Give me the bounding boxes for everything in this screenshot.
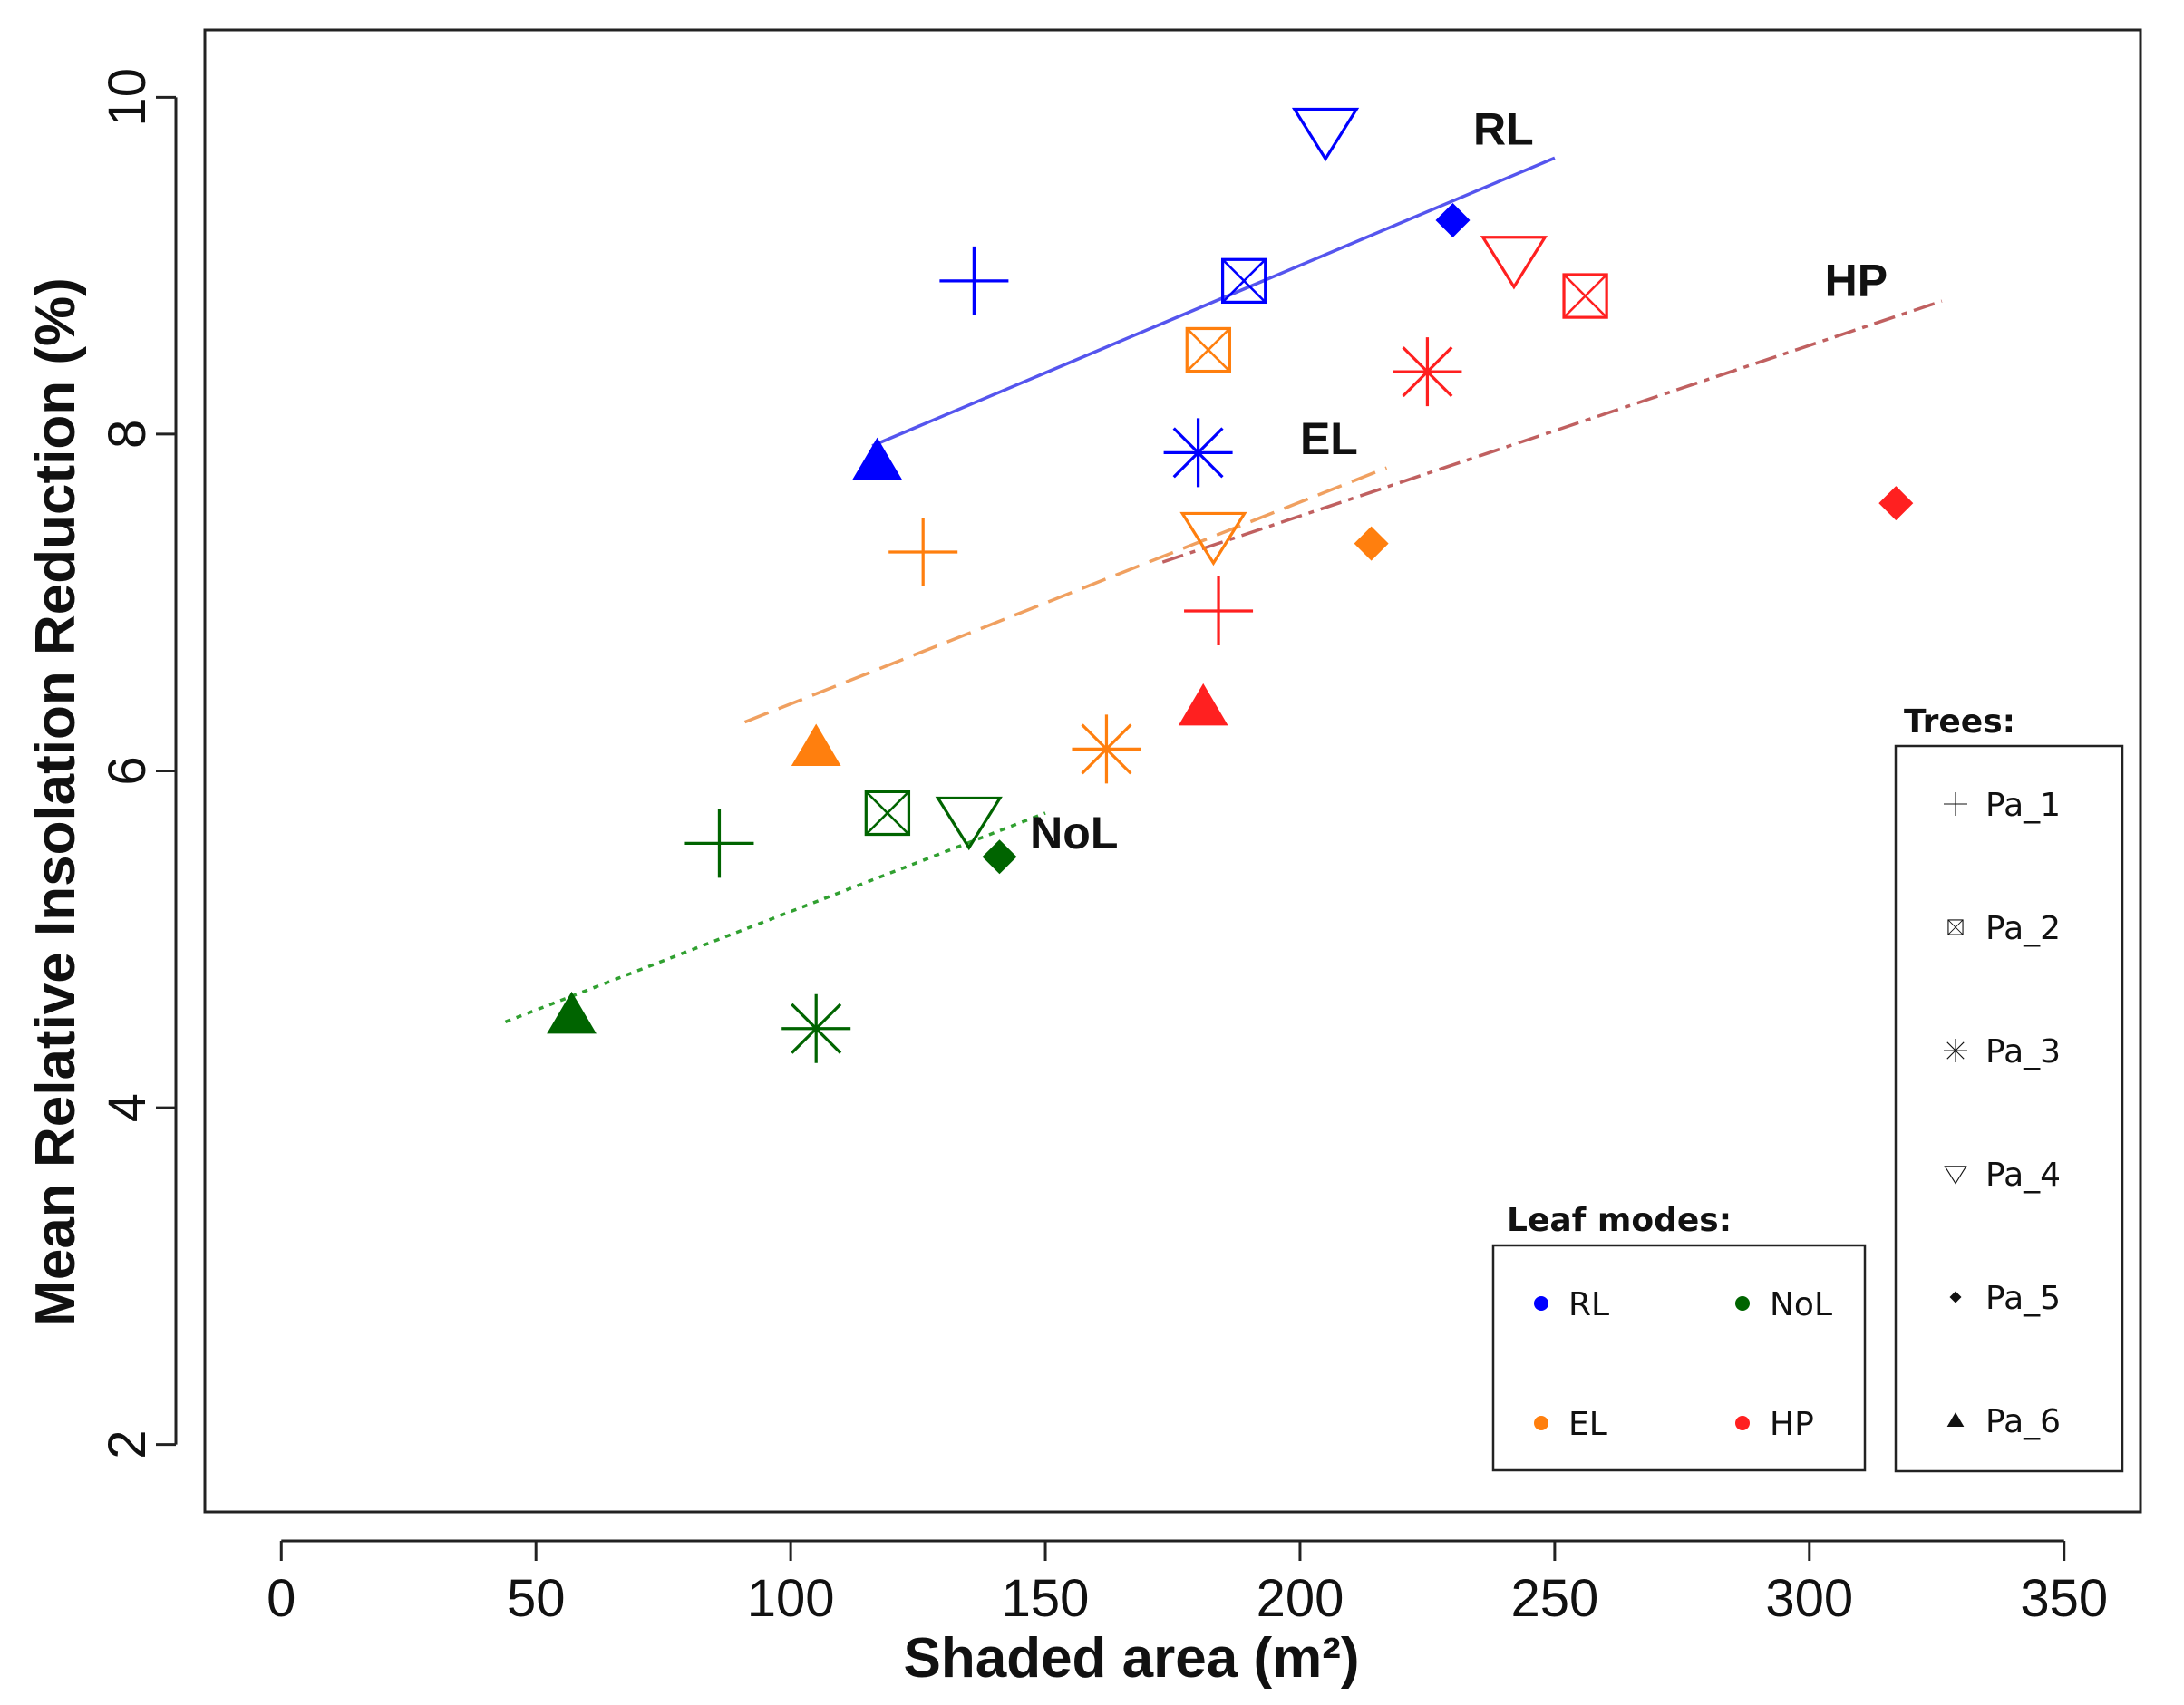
legend-dot bbox=[1735, 1296, 1750, 1311]
legend-symbol bbox=[1944, 1166, 1967, 1185]
legend-dot bbox=[1534, 1296, 1548, 1311]
point-hp-pa_3 bbox=[1393, 337, 1462, 407]
legend-label: Pa_5 bbox=[1985, 1280, 2061, 1317]
point-rl-pa_6 bbox=[852, 437, 902, 480]
legend-item-pa_2: Pa_2 bbox=[1947, 910, 2061, 947]
fit-line-hp bbox=[1161, 299, 1943, 564]
point-rl-pa_3 bbox=[1163, 418, 1233, 488]
legend-item-pa_3: Pa_3 bbox=[1944, 1033, 2061, 1070]
fit-annotations: RL HP EL NoL bbox=[1030, 103, 1888, 858]
point-rl-pa_4 bbox=[1291, 107, 1360, 162]
point-el-pa_6 bbox=[791, 723, 841, 767]
legend-dot bbox=[1735, 1416, 1750, 1430]
x-tick-label: 300 bbox=[1765, 1569, 1853, 1628]
point-hp-pa_6 bbox=[1178, 683, 1228, 726]
y-tick-label: 2 bbox=[98, 1430, 157, 1459]
x-tick-label: 250 bbox=[1510, 1569, 1598, 1628]
point-rl-pa_1 bbox=[939, 246, 1009, 315]
legend-label: EL bbox=[1568, 1406, 1607, 1443]
y-tick-label: 4 bbox=[98, 1093, 157, 1122]
x-tick-label: 50 bbox=[507, 1569, 566, 1628]
legend-label: HP bbox=[1770, 1406, 1814, 1443]
fit-line-nol bbox=[504, 811, 1046, 1023]
point-hp-pa_5 bbox=[1878, 486, 1914, 521]
legend-trees-title: Trees: bbox=[1904, 703, 2015, 741]
legend-label: Pa_6 bbox=[1985, 1403, 2061, 1440]
point-nol-pa_5 bbox=[982, 839, 1017, 875]
point-nol-pa_2 bbox=[864, 790, 911, 837]
legend-item-pa_1: Pa_1 bbox=[1944, 787, 2061, 824]
legend-symbol bbox=[1946, 1412, 1965, 1428]
point-rl-pa_5 bbox=[1435, 202, 1471, 237]
x-axis: 0 50 100 150 200 250 300 350 bbox=[267, 1539, 2108, 1628]
legend-symbol bbox=[1949, 1291, 1962, 1303]
point-hp-pa_1 bbox=[1184, 576, 1254, 645]
point-nol-pa_1 bbox=[684, 809, 754, 878]
legend-item-hp: HP bbox=[1735, 1406, 1814, 1443]
legend-symbol bbox=[1944, 1039, 1967, 1062]
legend-leaf-modes-title: Leaf modes: bbox=[1507, 1202, 1732, 1239]
legend-item-pa_6: Pa_6 bbox=[1946, 1403, 2061, 1440]
point-el-pa_1 bbox=[888, 517, 958, 586]
point-hp-pa_4 bbox=[1480, 236, 1548, 290]
y-tick-label: 8 bbox=[98, 420, 157, 449]
x-tick-label: 350 bbox=[2020, 1569, 2108, 1628]
fit-lines bbox=[504, 156, 1943, 1023]
data-points bbox=[547, 107, 1914, 1063]
legend-trees: Trees: Pa_1 Pa_2 Pa_3 Pa_4 Pa_5 Pa_6 bbox=[1894, 703, 2124, 1473]
point-el-pa_5 bbox=[1354, 526, 1389, 561]
annotation-el: EL bbox=[1300, 413, 1358, 464]
y-tick-label: 10 bbox=[98, 68, 157, 127]
x-tick-label: 0 bbox=[267, 1569, 296, 1628]
point-rl-pa_2 bbox=[1220, 257, 1267, 305]
legend-leaf-modes: Leaf modes: RL NoL EL HP bbox=[1491, 1202, 1867, 1472]
fit-line-rl bbox=[871, 156, 1556, 448]
legend-label: Pa_4 bbox=[1985, 1157, 2061, 1194]
fit-line-el bbox=[743, 466, 1388, 724]
legend-item-nol: NoL bbox=[1735, 1286, 1832, 1323]
legend-symbol bbox=[1947, 919, 1964, 935]
x-tick-label: 150 bbox=[1002, 1569, 1090, 1628]
x-tick-label: 100 bbox=[747, 1569, 835, 1628]
legend-label: Pa_3 bbox=[1985, 1033, 2061, 1070]
legend-item-pa_4: Pa_4 bbox=[1944, 1157, 2061, 1194]
point-el-pa_3 bbox=[1072, 714, 1141, 784]
annotation-rl: RL bbox=[1473, 103, 1534, 154]
legend-item-el: EL bbox=[1534, 1406, 1607, 1443]
y-tick-label: 6 bbox=[98, 756, 157, 785]
legend-label: Pa_2 bbox=[1985, 910, 2061, 947]
y-axis-title: Mean Relative Insolation Reduction (%) bbox=[24, 277, 87, 1326]
annotation-hp: HP bbox=[1825, 256, 1888, 306]
point-nol-pa_3 bbox=[781, 993, 851, 1063]
legend-label: RL bbox=[1568, 1286, 1609, 1323]
point-el-pa_2 bbox=[1185, 326, 1232, 373]
legend-item-rl: RL bbox=[1534, 1286, 1609, 1323]
legend-leaf-modes-box bbox=[1491, 1244, 1867, 1472]
point-nol-pa_4 bbox=[935, 796, 1003, 851]
legend-item-pa_5: Pa_5 bbox=[1949, 1280, 2061, 1317]
x-tick-label: 200 bbox=[1257, 1569, 1344, 1628]
legend-trees-box bbox=[1894, 744, 2124, 1473]
point-hp-pa_2 bbox=[1562, 273, 1608, 319]
annotation-nol: NoL bbox=[1030, 808, 1118, 858]
point-el-pa_4 bbox=[1179, 511, 1247, 567]
legend-label: NoL bbox=[1770, 1286, 1832, 1323]
legend-symbol bbox=[1944, 792, 1967, 816]
legend-label: Pa_1 bbox=[1985, 787, 2061, 824]
legend-dot bbox=[1534, 1416, 1548, 1430]
x-axis-title: Shaded area (m²) bbox=[903, 1627, 1359, 1690]
y-axis: 2 4 6 8 10 bbox=[98, 68, 178, 1459]
point-nol-pa_6 bbox=[547, 991, 597, 1034]
plot-frame bbox=[203, 28, 2142, 1514]
